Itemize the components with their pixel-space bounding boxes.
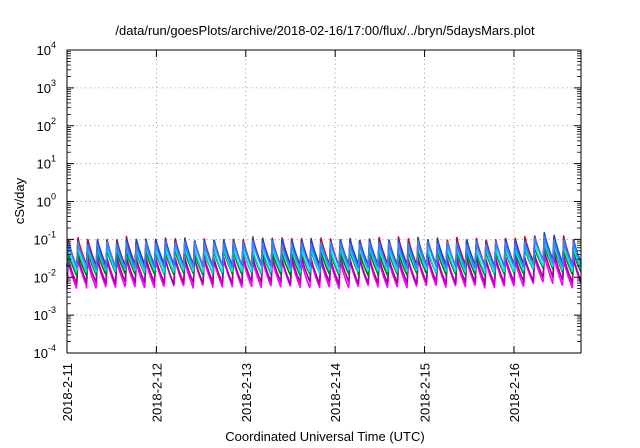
y-tick-label: 100 (37, 192, 56, 210)
x-tick-label: 2018-2-12 (149, 363, 164, 422)
y-tick-label: 101 (37, 154, 56, 172)
y-tick-label: 102 (37, 116, 56, 134)
x-tick-label: 2018-2-14 (328, 363, 343, 422)
y-tick-label: 10-3 (34, 305, 56, 323)
x-axis-label: Coordinated Universal Time (UTC) (225, 429, 424, 444)
y-axis-label: cSv/day (12, 177, 27, 224)
x-tick-label: 2018-2-16 (507, 363, 522, 422)
grid (67, 50, 581, 353)
y-tick-label: 104 (37, 40, 56, 58)
y-tick-label: 10-4 (34, 343, 56, 361)
y-tick-label: 103 (37, 78, 56, 96)
y-tick-label: 10-2 (34, 267, 56, 285)
series-line (66, 235, 582, 270)
series-layer (66, 231, 582, 290)
x-tick-label: 2018-2-11 (60, 363, 75, 421)
y-tick-label: 10-1 (34, 229, 56, 247)
x-axis: 2018-2-11 2018-2-12 2018-2-13 2018-2-14 2018… (60, 50, 522, 422)
x-tick-label: 2018-2-15 (418, 363, 433, 422)
y-axis: 104 103 102 101 100 10-1 10-2 10-3 10-4 (34, 40, 581, 361)
x-tick-label: 2018-2-13 (239, 363, 254, 422)
chart-title: /data/run/goesPlots/archive/2018-02-16/1… (115, 23, 535, 38)
